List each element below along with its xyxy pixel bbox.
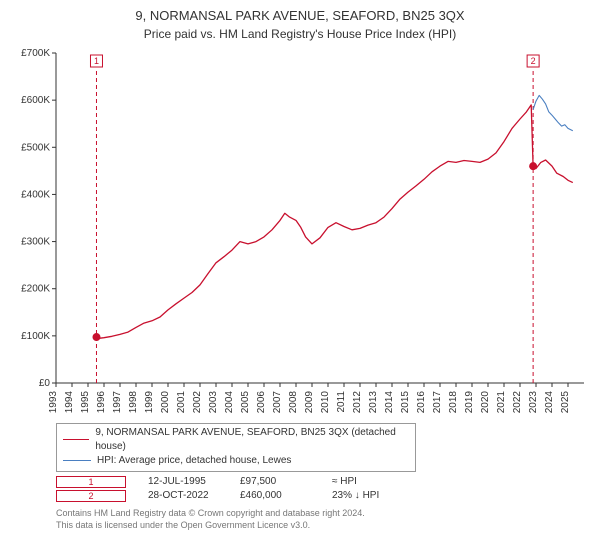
chart-title: 9, NORMANSAL PARK AVENUE, SEAFORD, BN25 … — [10, 8, 590, 25]
svg-text:1994: 1994 — [64, 390, 75, 413]
chart-subtitle: Price paid vs. HM Land Registry's House … — [10, 27, 590, 41]
svg-text:£200K: £200K — [21, 284, 50, 295]
svg-text:2: 2 — [531, 56, 536, 66]
sale-row-2: 2 28-OCT-2022 £460,000 23% ↓ HPI — [48, 490, 590, 502]
sale-marker-2: 2 — [56, 490, 126, 502]
svg-text:1999: 1999 — [144, 390, 155, 413]
legend-line-hpi — [63, 460, 91, 461]
svg-text:2003: 2003 — [208, 390, 219, 413]
price-chart: £0 £100K £200K £300K £400K £500K £600K £700K 199… — [10, 47, 590, 417]
legend-label-property: 9, NORMANSAL PARK AVENUE, SEAFORD, BN25 … — [95, 426, 409, 454]
svg-text:2011: 2011 — [336, 390, 347, 412]
svg-text:£300K: £300K — [21, 236, 50, 247]
svg-text:2021: 2021 — [496, 390, 507, 413]
svg-text:2004: 2004 — [224, 390, 235, 413]
svg-text:2014: 2014 — [384, 390, 395, 413]
svg-text:2017: 2017 — [432, 390, 443, 413]
svg-text:2023: 2023 — [528, 390, 539, 413]
sale-events-list: 1 12-JUL-1995 £97,500 ≈ HPI 2 28-OCT-202… — [48, 476, 590, 502]
chart-container: £0 £100K £200K £300K £400K £500K £600K £700K 199… — [10, 47, 590, 417]
sale-price-1: £97,500 — [240, 476, 310, 487]
svg-text:2019: 2019 — [464, 390, 475, 413]
footnote-1: Contains HM Land Registry data © Crown c… — [56, 508, 590, 520]
svg-text:2018: 2018 — [448, 390, 459, 413]
legend-label-hpi: HPI: Average price, detached house, Lewe… — [97, 454, 291, 468]
sale-change-2: 23% ↓ HPI — [332, 490, 402, 501]
legend-line-property — [63, 439, 89, 440]
legend-item-property: 9, NORMANSAL PARK AVENUE, SEAFORD, BN25 … — [63, 426, 409, 454]
page-root: 9, NORMANSAL PARK AVENUE, SEAFORD, BN25 … — [0, 0, 600, 560]
svg-text:2022: 2022 — [512, 390, 523, 413]
svg-text:2012: 2012 — [352, 390, 363, 413]
svg-text:2008: 2008 — [288, 390, 299, 413]
sale-change-1: ≈ HPI — [332, 476, 402, 487]
svg-text:2000: 2000 — [160, 390, 171, 413]
footnote-2: This data is licensed under the Open Gov… — [56, 520, 590, 532]
svg-text:2015: 2015 — [400, 390, 411, 413]
svg-text:£600K: £600K — [21, 95, 50, 106]
sale-marker-1: 1 — [56, 476, 126, 488]
svg-text:2020: 2020 — [480, 390, 491, 413]
svg-text:2007: 2007 — [272, 390, 283, 413]
svg-text:£0: £0 — [39, 378, 51, 389]
legend-box: 9, NORMANSAL PARK AVENUE, SEAFORD, BN25 … — [56, 423, 416, 472]
svg-text:2005: 2005 — [240, 390, 251, 413]
svg-text:2001: 2001 — [176, 390, 187, 413]
legend-item-hpi: HPI: Average price, detached house, Lewe… — [63, 454, 409, 468]
svg-text:2016: 2016 — [416, 390, 427, 413]
sale-date-1: 12-JUL-1995 — [148, 476, 218, 487]
sale-date-2: 28-OCT-2022 — [148, 490, 218, 501]
svg-text:1997: 1997 — [112, 390, 123, 413]
svg-text:1995: 1995 — [80, 390, 91, 413]
svg-text:£400K: £400K — [21, 189, 50, 200]
svg-text:1996: 1996 — [96, 390, 107, 413]
svg-text:2010: 2010 — [320, 390, 331, 413]
svg-text:1998: 1998 — [128, 390, 139, 413]
svg-text:1: 1 — [94, 56, 99, 66]
sale-row-1: 1 12-JUL-1995 £97,500 ≈ HPI — [48, 476, 590, 488]
svg-text:£100K: £100K — [21, 331, 50, 342]
svg-text:2009: 2009 — [304, 390, 315, 413]
svg-text:£700K: £700K — [21, 48, 50, 59]
svg-text:1993: 1993 — [48, 390, 59, 413]
svg-text:2002: 2002 — [192, 390, 203, 413]
svg-text:2006: 2006 — [256, 390, 267, 413]
sale-price-2: £460,000 — [240, 490, 310, 501]
svg-text:£500K: £500K — [21, 142, 50, 153]
svg-text:2025: 2025 — [560, 390, 571, 413]
svg-text:2024: 2024 — [544, 390, 555, 413]
svg-text:2013: 2013 — [368, 390, 379, 413]
